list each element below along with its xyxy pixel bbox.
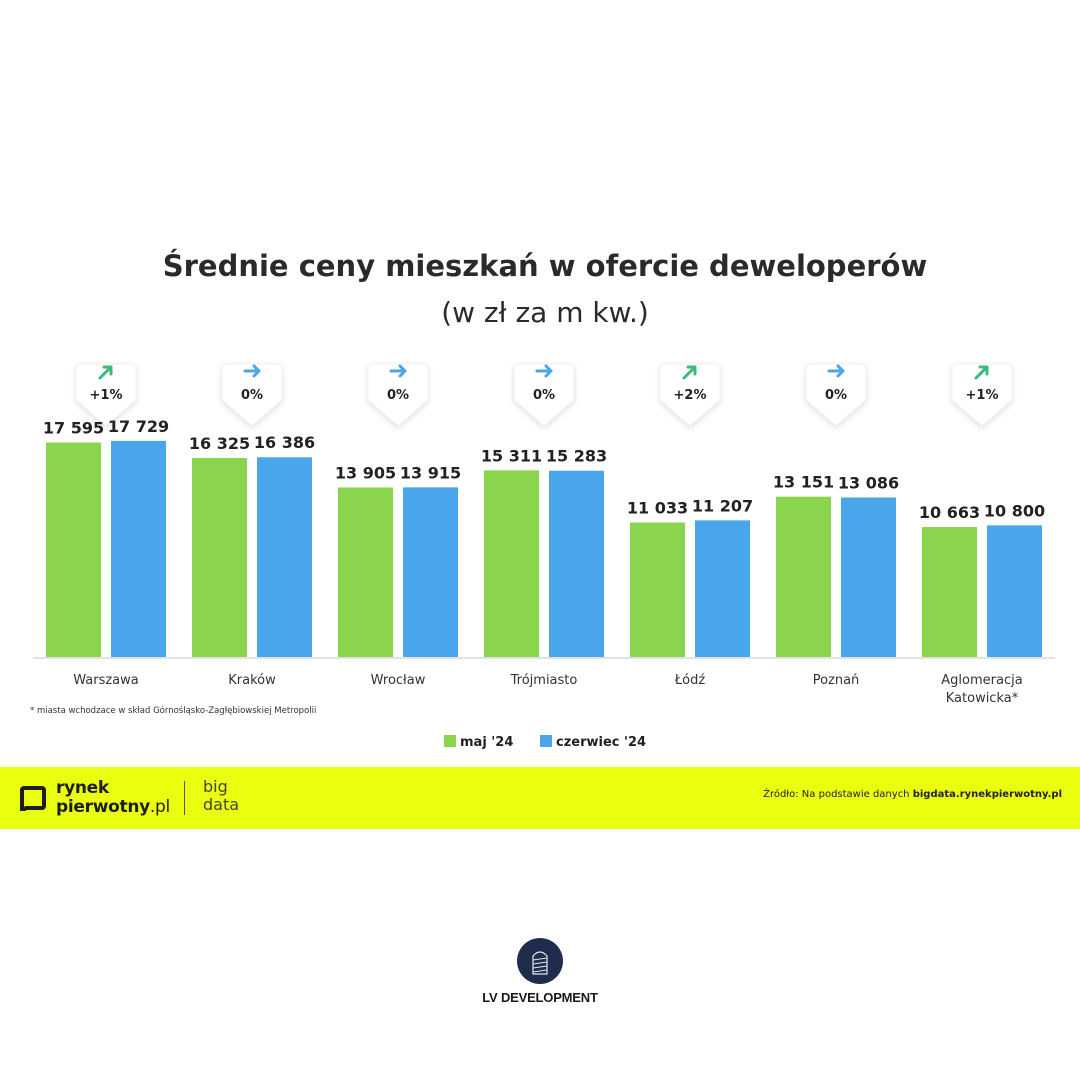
arrow-up-right-icon-4 [682,365,697,380]
change-bubble-shape-0 [75,363,137,427]
legend-label-czerwiec: czerwiec '24 [556,735,646,750]
source-banner: rynek pierwotny.pl big data Źródło: Na p… [0,767,1080,829]
change-bubble-shape-6 [951,363,1013,427]
value-label-maj-1: 16 325 [189,434,250,453]
category-label-2: Wrocław [371,673,426,688]
chart-subtitle: (w zł za m kw.) [441,296,649,329]
legend-label-maj: maj '24 [460,735,513,750]
change-label-4: +2% [674,388,707,403]
change-bubble-1: 0% [221,363,283,427]
bar-czerwiec-2 [403,487,458,657]
change-bubble-shape-3 [513,363,575,427]
change-bubble-0: +1% [75,363,137,427]
arrow-up-right-icon-6 [974,365,989,380]
bar-maj-1 [192,457,247,657]
category-label-1: Kraków [228,673,276,688]
lv-development-logo-icon [517,938,563,984]
logo-text-suffix: .pl [149,797,170,817]
building-icon [532,951,548,975]
value-label-maj-0: 17 595 [43,418,104,437]
value-label-czerwiec-1: 16 386 [254,433,315,452]
category-label-0: Warszawa [73,673,139,688]
brand-name: LV DEVELOPMENT [482,990,598,1005]
value-label-czerwiec-4: 11 207 [692,496,753,515]
value-label-czerwiec-6: 10 800 [984,501,1045,520]
bar-czerwiec-5 [841,497,896,657]
value-label-maj-6: 10 663 [919,503,980,522]
legend: maj '24 czerwiec '24 [444,735,646,750]
category-label-4: Łódź [674,673,706,688]
category-label-6-line1: Katowicka* [946,691,1019,706]
chart: Średnie ceny mieszkań w ofercie dewelope… [30,249,1055,750]
value-label-czerwiec-3: 15 283 [546,447,607,466]
legend-swatch-maj [444,735,456,747]
value-label-czerwiec-0: 17 729 [108,417,169,436]
logo-text-pierwotny-main: pierwotny [56,797,150,817]
change-label-5: 0% [825,388,847,403]
bar-czerwiec-1 [257,457,312,657]
change-label-2: 0% [387,388,409,403]
logo-text-pierwotny: pierwotny.pl [56,798,170,816]
change-bubble-3: 0% [513,363,575,427]
arrow-right-icon-3 [535,364,553,378]
change-bubble-4: +2% [659,363,721,427]
logo-divider [184,781,185,815]
arrow-right-icon-2 [389,364,407,378]
footnote: * miasta wchodzace w skład Górnośląsko-Z… [30,705,316,716]
value-label-czerwiec-2: 13 915 [400,463,461,482]
bar-czerwiec-6 [987,525,1042,657]
change-label-3: 0% [533,388,555,403]
change-label-0: +1% [90,388,123,403]
category-label-5: Poznań [813,673,860,688]
change-bubble-2: 0% [367,363,429,427]
arrow-up-right-icon-0 [98,365,113,380]
bar-czerwiec-3 [549,470,604,657]
value-label-czerwiec-5: 13 086 [838,473,899,492]
logo-text-rynek: rynek [56,778,109,798]
category-label-6: Aglomeracja [941,673,1022,688]
logo-text-big: big [203,777,228,796]
brand-block: LV DEVELOPMENT [0,938,1080,1005]
change-bubble-5: 0% [805,363,867,427]
bar-maj-5 [776,496,831,657]
bar-czerwiec-0 [111,440,166,657]
legend-swatch-czerwiec [540,735,552,747]
change-bubble-shape-4 [659,363,721,427]
value-label-maj-2: 13 905 [335,463,396,482]
rynekpierwotny-logo-icon [20,786,46,811]
source-site: bigdata.rynekpierwotny.pl [912,789,1062,800]
value-label-maj-4: 11 033 [627,498,688,517]
source-prefix: Źródło: Na podstawie danych [763,789,910,800]
bar-maj-2 [338,487,393,657]
change-label-6: +1% [966,388,999,403]
category-label-3: Trójmiasto [510,673,578,688]
change-bubble-6: +1% [951,363,1013,427]
source-text: Źródło: Na podstawie danych bigdata.ryne… [763,789,1062,800]
bar-czerwiec-4 [695,520,750,657]
bar-maj-0 [46,442,101,657]
chart-title: Średnie ceny mieszkań w ofercie dewelope… [163,249,928,283]
change-bubble-shape-5 [805,363,867,427]
change-bubble-shape-1 [221,363,283,427]
bar-maj-6 [922,527,977,657]
value-label-maj-5: 13 151 [773,473,834,492]
arrow-right-icon-1 [243,364,261,378]
change-label-1: 0% [241,388,263,403]
change-bubble-shape-2 [367,363,429,427]
bar-maj-4 [630,522,685,657]
value-label-maj-3: 15 311 [481,446,542,465]
logo-text-data: data [203,795,240,814]
arrow-right-icon-5 [827,364,845,378]
bar-maj-3 [484,470,539,657]
